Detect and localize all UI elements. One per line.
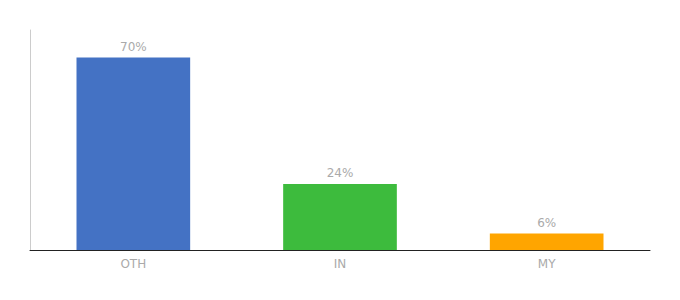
svg-text:IN: IN	[334, 257, 347, 271]
svg-text:70%: 70%	[120, 40, 147, 54]
svg-text:MY: MY	[538, 257, 556, 271]
svg-text:OTH: OTH	[120, 257, 146, 271]
svg-text:24%: 24%	[327, 166, 354, 180]
svg-text:6%: 6%	[537, 216, 556, 230]
